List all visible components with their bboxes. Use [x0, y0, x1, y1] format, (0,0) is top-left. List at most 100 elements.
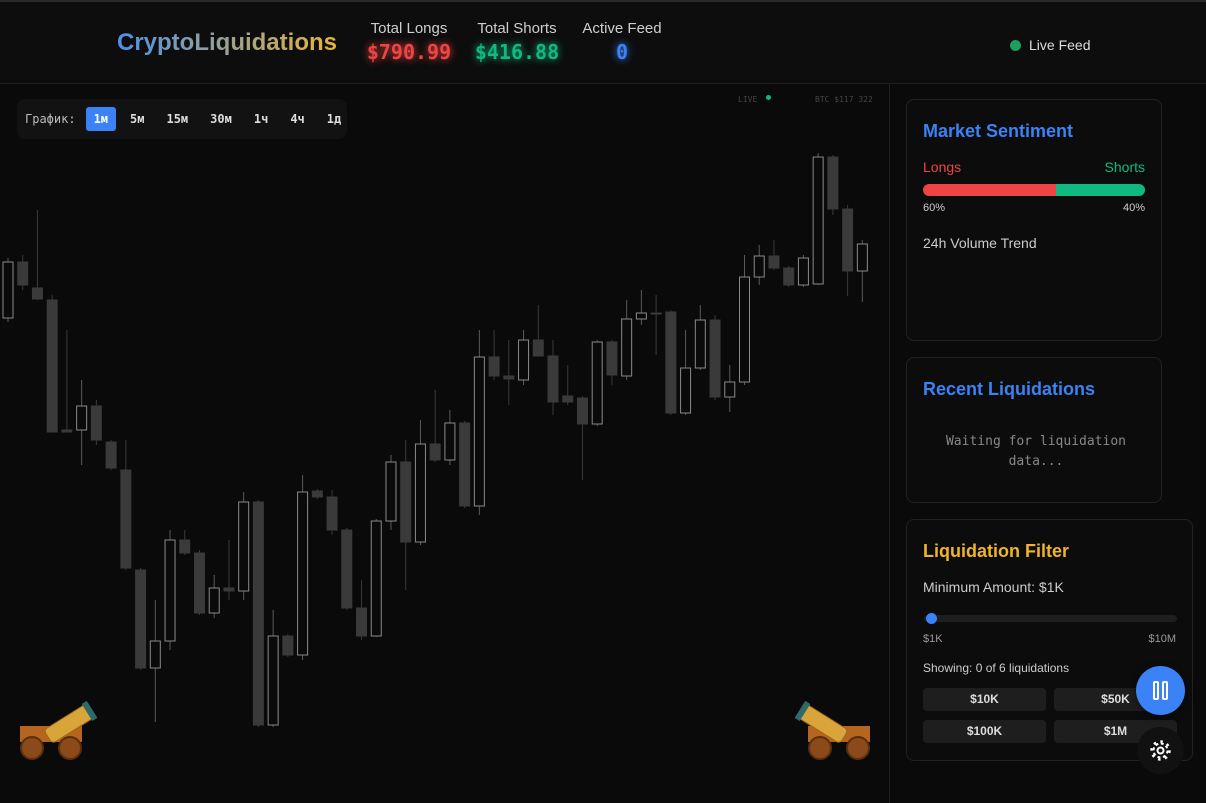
card-title: Market Sentiment: [923, 121, 1074, 141]
minimum-label: Minimum Amount: $1K: [923, 579, 1064, 595]
candle-body: [31, 287, 43, 300]
longs-label: Longs: [923, 159, 962, 175]
candle-chart: [2, 153, 868, 727]
candle-body: [414, 443, 426, 543]
sentiment-segment: [923, 184, 1057, 196]
candle-body: [753, 255, 765, 278]
candle-body: [576, 397, 588, 425]
candle-body: [120, 469, 132, 569]
sentiment-segment: [1056, 184, 1145, 196]
candle-body: [267, 635, 279, 726]
gear-icon: [1150, 740, 1171, 761]
status-text: Live Feed: [1029, 37, 1091, 53]
timeframe-button[interactable]: 4ч: [290, 112, 305, 126]
candle-body: [208, 587, 220, 614]
candle-body: [842, 208, 854, 272]
stat: Total Shorts $416.88: [457, 20, 577, 64]
candle-body: [503, 375, 515, 380]
candle-body: [635, 312, 647, 320]
candle-body: [768, 255, 780, 269]
candle-body: [724, 381, 736, 398]
ticker: BTC $117 322: [815, 95, 873, 104]
candle-body: [547, 355, 559, 403]
timeframe-button[interactable]: 1м: [85, 107, 117, 131]
candle-body: [105, 441, 117, 469]
candle-body: [812, 156, 824, 285]
cannon-left: [20, 700, 98, 760]
sentiment-bar: [923, 184, 1145, 196]
toolbar-label: График:: [25, 112, 76, 126]
stat: Total Longs $790.99: [349, 20, 469, 64]
timeframe-button[interactable]: 30м: [210, 112, 232, 126]
stat-value: $416.88: [474, 40, 560, 64]
candle-body: [400, 461, 412, 543]
candle-body: [297, 491, 309, 656]
candle-body: [223, 587, 235, 592]
timeframe-button[interactable]: 1д: [326, 112, 342, 126]
candle-body: [90, 405, 102, 441]
sentiment-card: Market Sentiment Longs Shorts 60% 40% 24…: [906, 99, 1162, 341]
card-title: Recent Liquidations: [923, 379, 1096, 399]
candle-body: [856, 243, 868, 272]
candle-body: [17, 261, 29, 286]
candle-body: [621, 318, 633, 377]
candle-body: [739, 276, 750, 383]
candle-body: [135, 569, 147, 669]
candle-body: [2, 261, 14, 319]
candle-body: [709, 319, 721, 398]
timeframe-button[interactable]: 15м: [166, 112, 189, 126]
candle-body: [797, 257, 809, 286]
card-title: Liquidation Filter: [923, 541, 1069, 561]
candle-body: [385, 461, 397, 522]
showing-count: Showing: 0 of 6 liquidations: [923, 661, 1070, 675]
range-max: $10M: [1148, 633, 1176, 645]
timeframe-button[interactable]: 5м: [130, 112, 145, 126]
stat-label: Total Longs: [370, 20, 448, 37]
stat-label: Total Shorts: [477, 20, 557, 37]
longs-pct: 60%: [923, 202, 946, 214]
candle-body: [444, 422, 456, 461]
candle-body: [665, 311, 677, 414]
candle-body: [783, 267, 795, 286]
candle-body: [532, 339, 544, 357]
shorts-pct: 40%: [1122, 202, 1145, 214]
preset-button[interactable]: $10K: [923, 688, 1046, 711]
shorts-label: Shorts: [1104, 159, 1145, 175]
candle-body: [76, 405, 88, 431]
live-dot: [766, 95, 771, 100]
candle-body: [238, 501, 250, 592]
candle-body: [149, 640, 161, 669]
preset-button[interactable]: $100K: [923, 720, 1046, 743]
candle-body: [326, 496, 338, 531]
candle-body: [61, 429, 73, 433]
cannon-right: [794, 700, 870, 760]
candle-body: [193, 552, 205, 614]
candle-body: [827, 156, 839, 210]
candle-body: [429, 443, 441, 461]
candle-body: [164, 539, 176, 642]
slider-track[interactable]: [924, 615, 1177, 622]
candle-body: [252, 501, 264, 726]
pause-button[interactable]: [1136, 666, 1185, 715]
candle-body: [606, 341, 618, 376]
candle-body: [488, 356, 500, 377]
candle-body: [562, 395, 574, 403]
settings-button[interactable]: [1137, 727, 1184, 774]
candle-body: [179, 539, 191, 554]
candle-body: [650, 312, 662, 315]
empty-message: Waiting for liquidation data...: [945, 434, 1126, 469]
candle-body: [370, 520, 382, 637]
candle-body: [473, 356, 485, 507]
candle-body: [46, 299, 58, 433]
slider-thumb[interactable]: [926, 613, 937, 624]
candle-body: [282, 635, 294, 656]
stat-value: 0: [615, 40, 629, 64]
timeframe-toolbar: График: 1м 5м 15м 30м 1ч 4ч 1д: [17, 99, 347, 139]
recent-card: Recent Liquidations Waiting for liquidat…: [906, 357, 1162, 503]
candle-body: [356, 607, 368, 637]
live-label: LIVE: [738, 95, 758, 104]
candle-body: [694, 319, 706, 369]
header: CryptoLiquidations Total Longs $790.99 To…: [0, 0, 1206, 84]
candle-body: [341, 529, 353, 609]
timeframe-button[interactable]: 1ч: [253, 112, 269, 126]
